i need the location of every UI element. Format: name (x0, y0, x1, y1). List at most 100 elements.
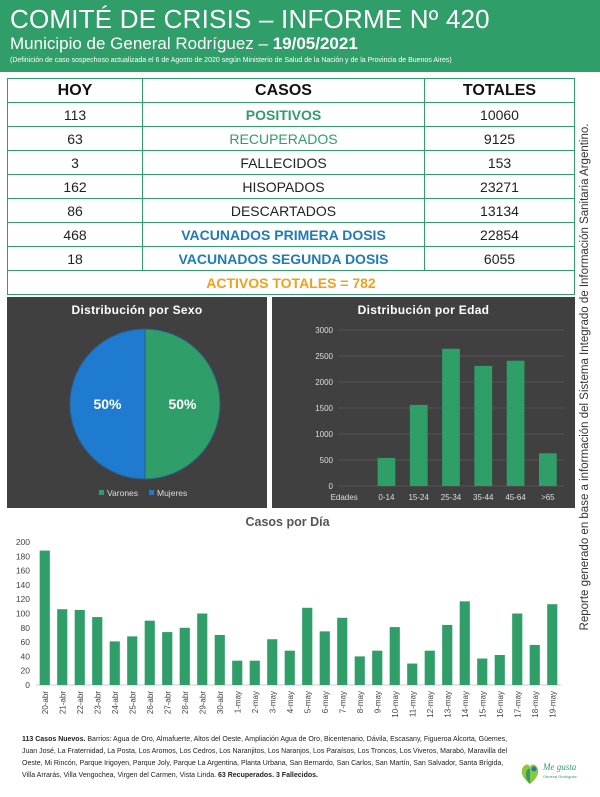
table-row: 468 VACUNADOS PRIMERA DOSIS 22854 (7, 222, 575, 247)
case-label: DESCARTADOS (142, 198, 425, 223)
y-tick-label: 100 (16, 609, 30, 619)
day-bar (74, 609, 85, 685)
x-tick-label: 15-may (478, 691, 487, 718)
y-tick-label: 0 (329, 482, 334, 491)
y-tick-label: 1000 (315, 430, 333, 439)
x-tick-label: 1-may (233, 691, 242, 713)
day-bar (197, 613, 208, 685)
pie-slice-label: 50% (168, 396, 197, 412)
age-distribution-panel: Distribución por Edad 0 500 1000 1500 2000 25… (272, 297, 575, 508)
x-axis-label: Edades (331, 493, 358, 502)
y-tick-label: 20 (21, 666, 31, 676)
day-bar (57, 609, 68, 685)
sex-pie-chart: 50% 50% Varones Mujeres (69, 328, 221, 498)
x-tick-label: 27-abr (163, 691, 172, 714)
x-tick-label: >65 (541, 493, 555, 502)
day-bar (39, 550, 50, 685)
x-tick-label: 12-may (426, 691, 435, 718)
day-bar (337, 617, 348, 685)
total-cell: 13134 (424, 198, 575, 223)
activos-row: ACTIVOS TOTALES = 782 (7, 270, 575, 295)
x-tick-label: 24-abr (111, 691, 120, 714)
total-cell: 22854 (424, 222, 575, 247)
x-tick-label: 30-abr (216, 691, 225, 714)
age-bar (377, 457, 396, 486)
barrios-list: Barrios: Agua de Oro, Almafuerte, Altos … (22, 736, 508, 779)
y-tick-label: 160 (16, 566, 30, 576)
day-bar (284, 650, 295, 685)
table-row: 63 RECUPERADOS 9125 (7, 126, 575, 151)
table-row: 162 HISOPADOS 23271 (7, 174, 575, 199)
case-label: HISOPADOS (142, 174, 425, 199)
table-header-row: HOY CASOS TOTALES (7, 78, 575, 103)
hoy-cell: 468 (7, 222, 143, 247)
footer-text: 113 Casos Nuevos. Barrios: Agua de Oro, … (22, 734, 517, 782)
hoy-cell: 113 (7, 102, 143, 127)
day-bar (372, 650, 383, 685)
report-subtitle: Municipio de General Rodríguez – 19/05/2… (10, 33, 590, 55)
y-tick-label: 120 (16, 594, 30, 604)
age-bar (506, 360, 525, 486)
x-tick-label: 18-may (531, 691, 540, 718)
daily-chart-title: Casos por Día (245, 515, 330, 529)
y-tick-label: 80 (21, 623, 31, 633)
x-tick-label: 35-44 (473, 493, 494, 502)
header-totales: TOTALES (424, 78, 575, 103)
municipio-label: Municipio de General Rodríguez – (10, 34, 273, 53)
x-tick-label: 8-may (356, 691, 365, 713)
case-label: FALLECIDOS (142, 150, 425, 175)
day-bar (162, 632, 173, 685)
age-chart-title: Distribución por Edad (357, 303, 490, 317)
logo-icon (521, 764, 539, 784)
age-bar (474, 365, 493, 486)
x-tick-label: 22-abr (76, 691, 85, 714)
pie-slice-label: 50% (93, 396, 122, 412)
total-cell: 153 (424, 150, 575, 175)
day-bar (267, 639, 278, 685)
header-banner: COMITÉ DE CRISIS – INFORME Nº 420 Munici… (0, 0, 600, 72)
y-tick-label: 180 (16, 551, 30, 561)
table-row: 86 DESCARTADOS 13134 (7, 198, 575, 223)
report-title: COMITÉ DE CRISIS – INFORME Nº 420 (10, 4, 490, 34)
x-tick-label: 7-may (338, 691, 347, 713)
pie-slice (144, 328, 221, 480)
table-row: 18 VACUNADOS SEGUNDA DOSIS 6055 (7, 246, 575, 271)
logo-text: Me gusta (543, 762, 577, 772)
definition-note: (Definición de caso sospechoso actualiza… (10, 57, 452, 64)
side-caption: Reporte generado en base a información d… (575, 0, 600, 797)
hoy-cell: 86 (7, 198, 143, 223)
age-bar-chart: 0 500 1000 1500 2000 2500 3000 Edades 0-14 15-24 2… (315, 326, 564, 502)
x-tick-label: 25-abr (128, 691, 137, 714)
day-bar (249, 660, 260, 685)
new-cases-label: 113 Casos Nuevos. (22, 736, 86, 743)
pie-slice (69, 328, 146, 480)
activos-totales: ACTIVOS TOTALES = 782 (7, 270, 575, 295)
x-tick-label: 29-abr (198, 691, 207, 714)
day-bar (477, 658, 488, 685)
x-tick-label: 4-may (286, 691, 295, 713)
hoy-cell: 162 (7, 174, 143, 199)
x-tick-label: 15-24 (408, 493, 429, 502)
day-bar (442, 624, 453, 685)
report-date: 19/05/2021 (272, 34, 358, 53)
x-tick-label: 23-abr (93, 691, 102, 714)
sex-distribution-panel: Distribución por Sexo 50% 50% Varones Mujer… (7, 297, 267, 508)
day-bar (354, 656, 365, 685)
case-label: VACUNADOS SEGUNDA DOSIS (142, 246, 425, 271)
case-label: RECUPERADOS (142, 126, 425, 151)
total-cell: 9125 (424, 126, 575, 151)
day-bar (547, 604, 558, 685)
day-bar (389, 627, 400, 685)
y-tick-label: 140 (16, 580, 30, 590)
y-tick-label: 500 (320, 456, 334, 465)
x-tick-label: 10-may (391, 691, 400, 718)
legend-label: Mujeres (157, 488, 187, 498)
day-bar (319, 631, 330, 685)
day-bar (109, 641, 120, 685)
source-note: Reporte generado en base a información d… (579, 123, 591, 631)
cases-table: HOY CASOS TOTALES 113 POSITIVOS 10060 63… (7, 78, 575, 295)
x-tick-label: 0-14 (378, 493, 395, 502)
case-label: VACUNADOS PRIMERA DOSIS (142, 222, 425, 247)
case-label: POSITIVOS (142, 102, 425, 127)
day-bar (232, 660, 243, 685)
